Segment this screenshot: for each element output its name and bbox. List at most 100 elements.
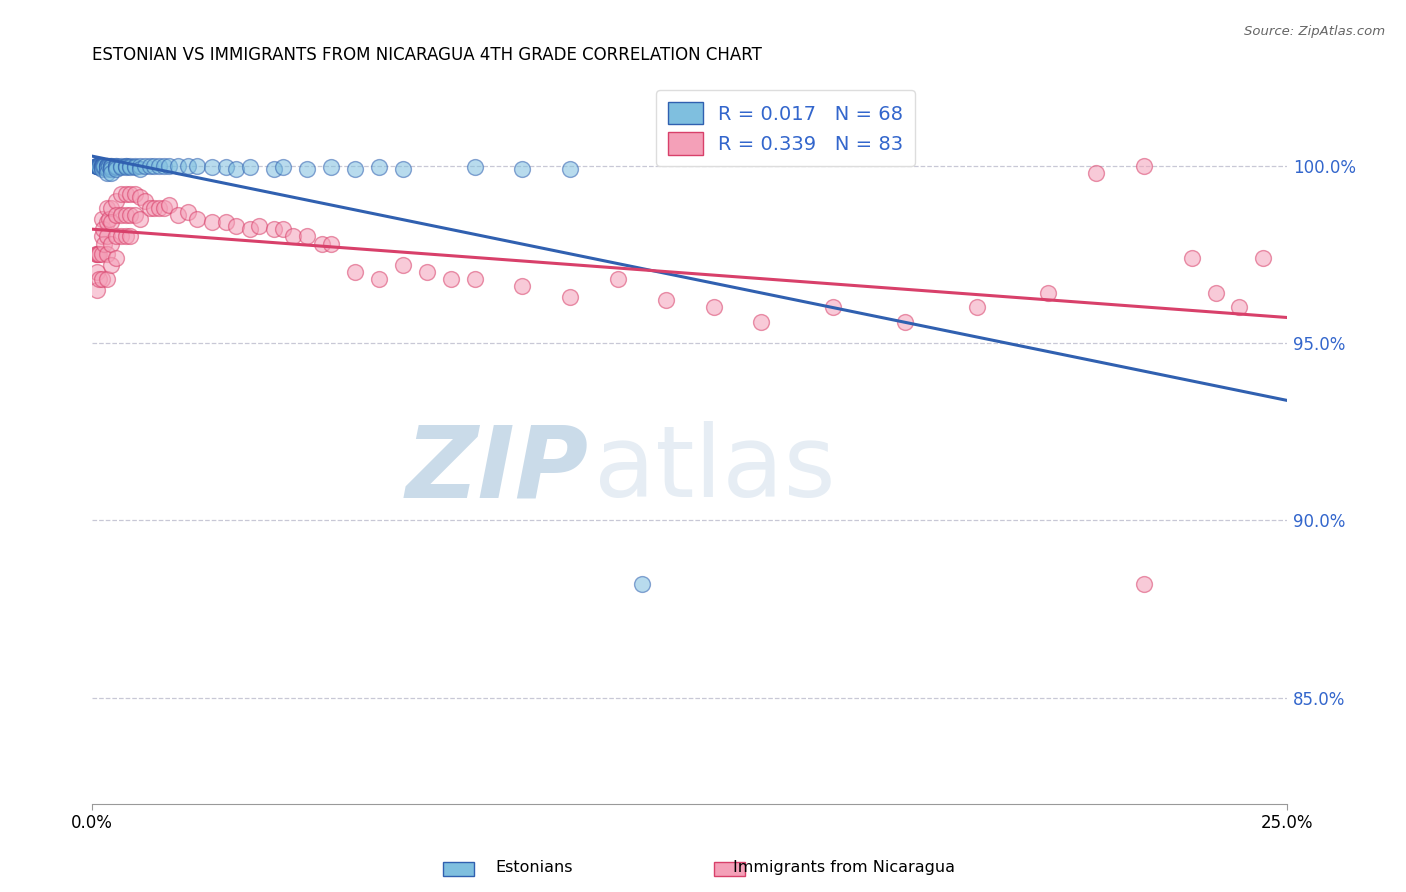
Point bbox=[114, 229, 136, 244]
Point bbox=[607, 272, 630, 286]
Point bbox=[124, 159, 146, 173]
Point bbox=[97, 211, 120, 226]
Point bbox=[105, 229, 128, 244]
Point bbox=[263, 222, 285, 236]
Point bbox=[114, 159, 136, 173]
Point bbox=[344, 265, 367, 279]
Point bbox=[96, 166, 118, 180]
Point bbox=[87, 159, 110, 173]
Point bbox=[311, 236, 333, 251]
Point bbox=[86, 265, 108, 279]
Point bbox=[120, 186, 142, 201]
Point bbox=[105, 208, 128, 222]
Point bbox=[512, 279, 534, 293]
Point bbox=[297, 229, 319, 244]
Point bbox=[703, 301, 725, 315]
Point bbox=[86, 247, 108, 261]
Point bbox=[87, 247, 110, 261]
Point bbox=[225, 219, 247, 233]
Point bbox=[124, 208, 146, 222]
Point bbox=[96, 229, 118, 244]
Point bbox=[894, 315, 917, 329]
Point bbox=[90, 247, 112, 261]
Point bbox=[89, 161, 111, 175]
Point bbox=[90, 162, 112, 177]
Point bbox=[215, 215, 238, 229]
Point bbox=[110, 161, 132, 175]
Point bbox=[368, 272, 391, 286]
Point bbox=[560, 162, 582, 177]
Point bbox=[157, 159, 180, 173]
Point bbox=[129, 159, 152, 173]
Point bbox=[90, 229, 112, 244]
Point bbox=[114, 186, 136, 201]
Point bbox=[110, 186, 132, 201]
Point bbox=[110, 229, 132, 244]
Point bbox=[90, 159, 112, 173]
Point bbox=[86, 159, 108, 173]
Point bbox=[114, 161, 136, 175]
Point bbox=[143, 159, 166, 173]
Point bbox=[91, 222, 114, 236]
Point bbox=[105, 162, 128, 177]
Point bbox=[100, 166, 122, 180]
Point bbox=[105, 159, 128, 173]
Point bbox=[120, 159, 142, 173]
Point bbox=[120, 208, 142, 222]
Point bbox=[148, 159, 170, 173]
Point bbox=[124, 186, 146, 201]
Point bbox=[105, 194, 128, 208]
Point bbox=[100, 161, 122, 175]
Text: Source: ZipAtlas.com: Source: ZipAtlas.com bbox=[1244, 25, 1385, 38]
Point bbox=[100, 162, 122, 177]
Point bbox=[751, 315, 773, 329]
Point bbox=[100, 159, 122, 173]
Point bbox=[1205, 286, 1227, 301]
Point bbox=[96, 215, 118, 229]
Point bbox=[97, 159, 120, 173]
Point bbox=[91, 159, 114, 173]
Point bbox=[1085, 166, 1108, 180]
Point bbox=[215, 161, 238, 175]
Point bbox=[1229, 301, 1251, 315]
Point bbox=[93, 159, 115, 173]
Point bbox=[105, 251, 128, 265]
Point bbox=[90, 159, 112, 173]
Point bbox=[177, 159, 200, 173]
Point bbox=[134, 159, 156, 173]
Point bbox=[84, 247, 107, 261]
Point bbox=[655, 293, 678, 308]
Point bbox=[239, 222, 262, 236]
Point bbox=[273, 222, 295, 236]
Point bbox=[120, 229, 142, 244]
Point bbox=[201, 161, 224, 175]
Point bbox=[89, 159, 111, 173]
Point bbox=[560, 290, 582, 304]
Point bbox=[416, 265, 439, 279]
Point bbox=[138, 159, 160, 173]
Point bbox=[105, 159, 128, 173]
Point bbox=[100, 159, 122, 173]
Text: ZIP: ZIP bbox=[405, 421, 588, 518]
Point bbox=[201, 215, 224, 229]
Point bbox=[249, 219, 271, 233]
Point bbox=[100, 201, 122, 215]
Point bbox=[823, 301, 845, 315]
Point bbox=[134, 194, 156, 208]
Point bbox=[392, 162, 415, 177]
Point bbox=[153, 201, 176, 215]
Point bbox=[344, 162, 367, 177]
Point bbox=[157, 197, 180, 211]
Point bbox=[96, 247, 118, 261]
Point bbox=[512, 162, 534, 177]
Point bbox=[84, 159, 107, 173]
Point bbox=[153, 159, 176, 173]
Point bbox=[392, 258, 415, 272]
Text: Estonians: Estonians bbox=[495, 860, 574, 874]
Point bbox=[96, 159, 118, 173]
Point bbox=[177, 204, 200, 219]
Point bbox=[89, 247, 111, 261]
Point bbox=[90, 159, 112, 173]
Point bbox=[225, 162, 247, 177]
Point bbox=[368, 161, 391, 175]
